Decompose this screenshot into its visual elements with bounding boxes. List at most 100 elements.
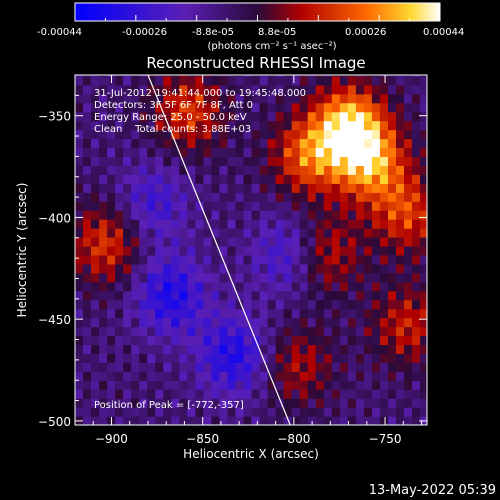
heatmap-cell bbox=[219, 129, 228, 140]
heatmap-cell bbox=[75, 219, 84, 229]
heatmap-cell bbox=[420, 138, 427, 149]
heatmap-cell bbox=[195, 290, 204, 301]
heatmap-cell bbox=[347, 93, 357, 104]
heatmap-cell bbox=[235, 219, 245, 229]
heatmap-cell bbox=[291, 183, 301, 193]
heatmap-cell bbox=[187, 75, 196, 86]
heatmap-cell bbox=[99, 129, 108, 140]
heatmap-cell bbox=[396, 138, 405, 149]
heatmap-cell bbox=[75, 290, 84, 301]
heatmap-cell bbox=[163, 353, 172, 363]
heatmap-cell bbox=[115, 201, 124, 211]
heatmap-cell bbox=[99, 228, 108, 238]
colorbar-tick-label: -8.8e-05 bbox=[192, 27, 234, 38]
heatmap-cell bbox=[171, 254, 180, 265]
heatmap-cell bbox=[275, 371, 285, 381]
heatmap-cell bbox=[388, 192, 397, 202]
heatmap-cell bbox=[323, 156, 333, 166]
heatmap-cell bbox=[323, 299, 333, 310]
heatmap-cell bbox=[323, 326, 333, 337]
heatmap-cell bbox=[235, 228, 245, 238]
heatmap-cell bbox=[412, 75, 421, 77]
heatmap-cell bbox=[235, 290, 245, 301]
heatmap-cell bbox=[259, 165, 269, 175]
heatmap-cell bbox=[283, 407, 293, 417]
heatmap-cell bbox=[163, 111, 172, 122]
heatmap-cell bbox=[307, 75, 317, 86]
heatmap-cell bbox=[211, 326, 220, 337]
heatmap-cell bbox=[275, 93, 285, 104]
heatmap-cell bbox=[404, 237, 413, 247]
heatmap-cell bbox=[155, 156, 164, 166]
heatmap-cell bbox=[315, 398, 325, 408]
heatmap-cell bbox=[371, 228, 381, 238]
heatmap-cell bbox=[379, 272, 389, 283]
heatmap-cell bbox=[396, 129, 405, 140]
heatmap-cell bbox=[195, 84, 204, 95]
heatmap-cell bbox=[259, 84, 269, 95]
heatmap-cell bbox=[283, 398, 293, 408]
heatmap-cell bbox=[243, 192, 253, 202]
heatmap-cell bbox=[388, 75, 397, 86]
heatmap-cell bbox=[251, 245, 261, 256]
heatmap-cell bbox=[347, 245, 357, 256]
info-counts: Clean Total counts: 3.88E+03 bbox=[94, 124, 251, 135]
heatmap-cell bbox=[259, 281, 269, 292]
heatmap-cell bbox=[227, 380, 237, 390]
heatmap-cell bbox=[75, 371, 84, 381]
heatmap-cell bbox=[339, 147, 349, 157]
heatmap-cell bbox=[363, 237, 373, 247]
heatmap-cell bbox=[251, 102, 261, 113]
heatmap-cell bbox=[179, 317, 188, 328]
heatmap-cell bbox=[323, 407, 333, 417]
heatmap-cell bbox=[371, 156, 381, 166]
heatmap-cell bbox=[219, 389, 228, 399]
heatmap-cell bbox=[171, 183, 180, 193]
heatmap-cell bbox=[227, 371, 237, 381]
heatmap-cell bbox=[83, 308, 92, 319]
heatmap-cell bbox=[412, 290, 421, 301]
heatmap-cell bbox=[147, 362, 156, 372]
heatmap-cell bbox=[251, 281, 261, 292]
heatmap-cell bbox=[107, 335, 116, 346]
heatmap-cell bbox=[259, 183, 269, 193]
heatmap-cell bbox=[396, 326, 405, 337]
heatmap-cell bbox=[396, 344, 405, 354]
heatmap-cell bbox=[299, 317, 309, 328]
heatmap-cell bbox=[139, 102, 148, 113]
heatmap-cell bbox=[227, 362, 237, 372]
heatmap-cell bbox=[299, 201, 309, 211]
heatmap-cell bbox=[412, 272, 421, 283]
heatmap-cell bbox=[323, 272, 333, 283]
heatmap-cell bbox=[259, 362, 269, 372]
heatmap-cell bbox=[75, 344, 84, 354]
heatmap-cell bbox=[187, 183, 196, 193]
heatmap-cell bbox=[203, 254, 212, 265]
heatmap-cell bbox=[267, 389, 277, 399]
heatmap-cell bbox=[379, 138, 389, 149]
heatmap-cell bbox=[243, 147, 253, 157]
heatmap-cell bbox=[115, 281, 124, 292]
heatmap-cell bbox=[99, 210, 108, 220]
heatmap-cell bbox=[291, 389, 301, 399]
heatmap-cell bbox=[355, 111, 365, 122]
heatmap-cell bbox=[203, 353, 212, 363]
heatmap-cell bbox=[299, 398, 309, 408]
heatmap-cell bbox=[107, 138, 116, 149]
heatmap-cell bbox=[283, 93, 293, 104]
heatmap-cell bbox=[371, 102, 381, 113]
heatmap-cell bbox=[291, 263, 301, 274]
heatmap-cell bbox=[299, 308, 309, 319]
heatmap-cell bbox=[259, 308, 269, 319]
heatmap-cell bbox=[75, 120, 84, 131]
heatmap-cell bbox=[339, 353, 349, 363]
heatmap-cell bbox=[396, 210, 405, 220]
heatmap-cell bbox=[219, 335, 228, 346]
heatmap-cell bbox=[115, 389, 124, 399]
heatmap-cell bbox=[179, 147, 188, 157]
heatmap-cell bbox=[139, 380, 148, 390]
heatmap-cell bbox=[123, 353, 132, 363]
heatmap-cell bbox=[323, 174, 333, 184]
heatmap-cell bbox=[171, 290, 180, 301]
heatmap-cell bbox=[187, 102, 196, 113]
